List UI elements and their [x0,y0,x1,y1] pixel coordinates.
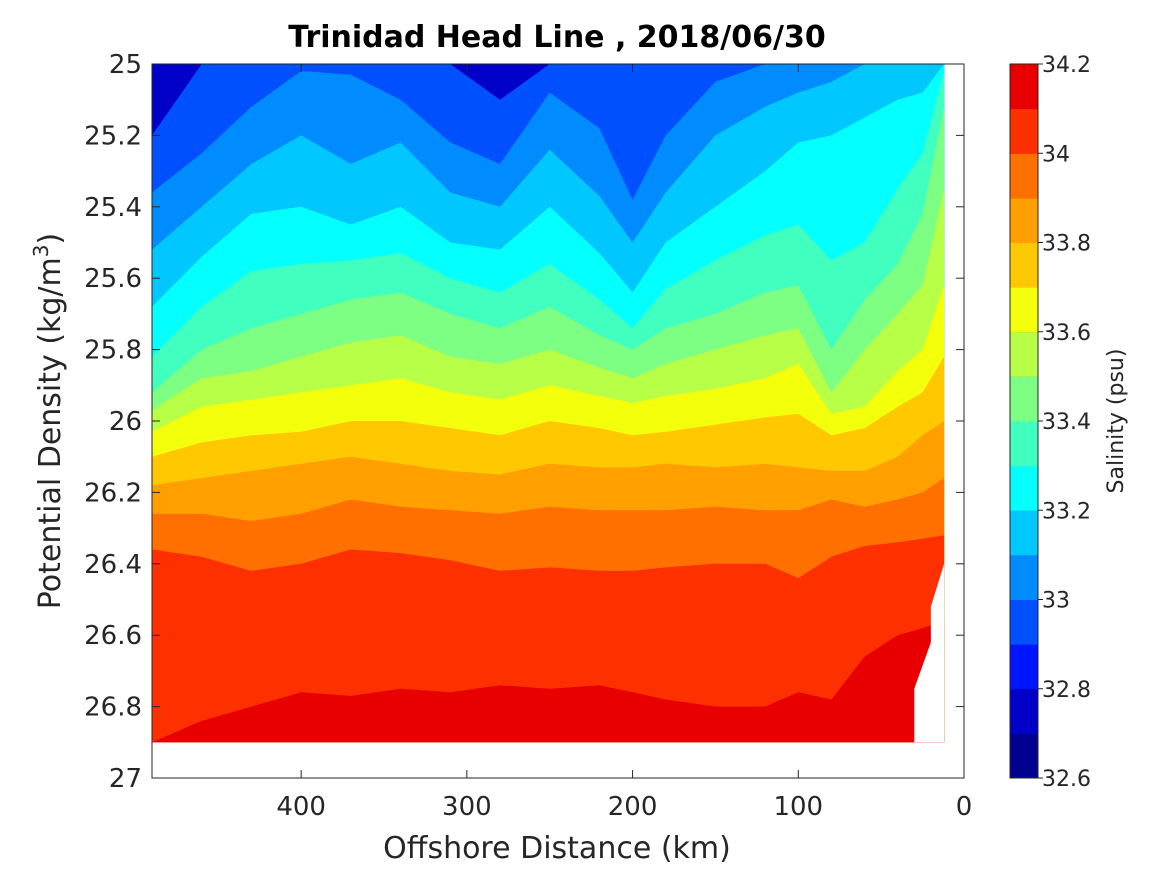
colorbar-swatch [1010,376,1038,422]
colorbar-swatch [1010,242,1038,288]
colorbar-swatch [1010,108,1038,154]
colorbar-tick-label: 33 [1042,589,1070,614]
colorbar-swatch [1010,287,1038,333]
y-tick-label: 26.8 [84,693,142,723]
contour-fill-layer [152,64,945,743]
no-data-region [914,563,945,743]
colorbar-ticks: 32.6 32.8 33 33.2 33.4 33.6 33.8 34 34.2 [1038,53,1091,792]
colorbar-swatch [1010,64,1038,110]
y-axis-label: Potential Density (kg/m3) [29,233,68,609]
x-tick-label: 400 [276,792,326,822]
colorbar-swatch [1010,421,1038,467]
chart-title: Trinidad Head Line , 2018/06/30 [288,20,825,55]
x-tick-label: 0 [956,792,973,822]
colorbar-swatch [1010,510,1038,556]
colorbar-tick-label: 32.6 [1042,767,1091,792]
y-tick-label: 27 [109,764,142,794]
y-tick-label: 26.6 [84,621,142,651]
colorbar-label: Salinity (psu) [1104,349,1129,494]
colorbar-swatch [1010,197,1038,243]
colorbar-swatch [1010,688,1038,734]
colorbar-tick-label: 33.8 [1042,232,1091,257]
x-tick-label: 200 [608,792,658,822]
colorbar-tick-label: 32.8 [1042,678,1091,703]
y-tick-label: 26.4 [84,550,142,580]
y-tick-label: 25.4 [84,193,142,223]
y-tick-label: 26.2 [84,478,142,508]
y-tick-label: 25.6 [84,264,142,294]
colorbar-swatch [1010,153,1038,199]
y-tick-label: 26 [109,407,142,437]
colorbar-swatch [1010,733,1038,779]
x-axis-ticks: 400 300 200 100 0 [276,64,972,822]
y-axis-label-superscript: 3 [29,244,53,257]
contour-band-33-9 [152,535,945,743]
y-axis-ticks: 25 25.2 25.4 25.6 25.8 26 26.2 26.4 26.6 26.8 27 [84,50,964,794]
x-tick-label: 300 [442,792,492,822]
y-axis-label-close: ) [33,233,68,245]
contour-band-34 [152,620,945,743]
colorbar-tick-label: 33.6 [1042,321,1091,346]
colorbar-swatch [1010,331,1038,377]
colorbar-tick-label: 33.4 [1042,410,1091,435]
x-axis-label: Offshore Distance (km) [383,831,731,866]
colorbar-tick-label: 33.2 [1042,499,1091,524]
colorbar-swatch [1010,554,1038,600]
y-tick-label: 25 [109,50,142,80]
colorbar-tick-label: 34 [1042,142,1070,167]
y-tick-label: 25.8 [84,336,142,366]
colorbar-swatch [1010,465,1038,511]
y-tick-label: 25.2 [84,121,142,151]
colorbar-swatch [1010,599,1038,645]
colorbar [1010,63,1038,779]
y-axis-label-main: Potential Density (kg/m [33,257,68,609]
x-tick-label: 100 [773,792,823,822]
colorbar-tick-label: 34.2 [1042,53,1091,78]
colorbar-swatch [1010,644,1038,690]
